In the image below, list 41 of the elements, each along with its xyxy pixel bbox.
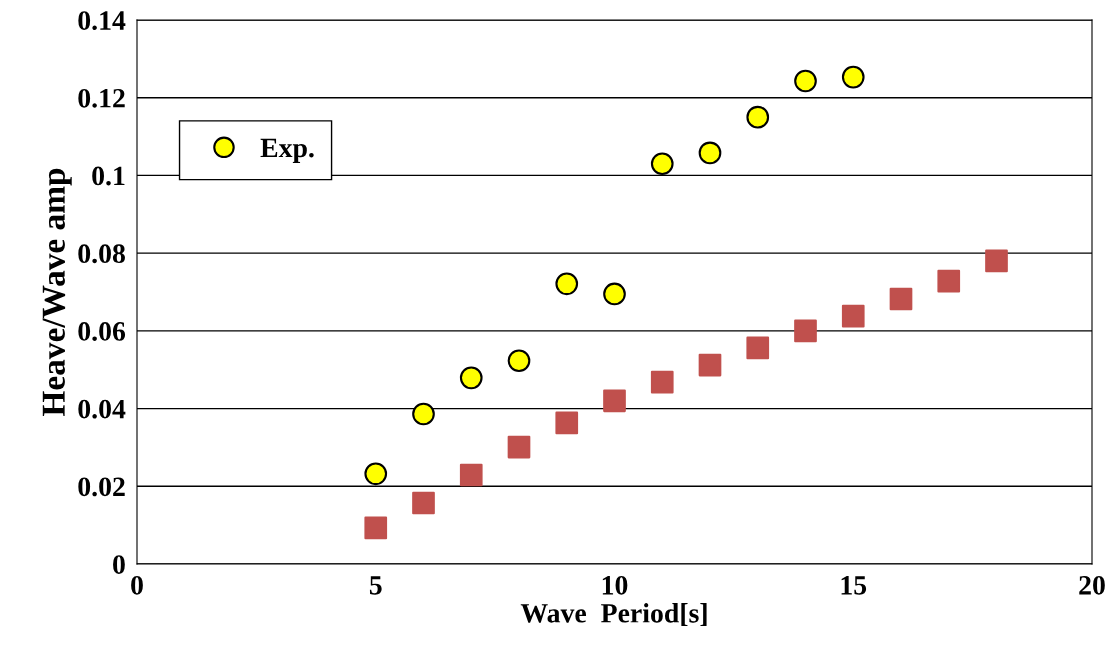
point [794,69,817,93]
x-tick-label: 15 [841,576,867,595]
point [985,249,1008,273]
point [794,319,817,343]
point [555,411,579,435]
x-tick-label: 20 [1079,575,1105,595]
y-tick-label: 0.1 [92,166,125,186]
y-tick-label: 0 [113,555,125,574]
point [507,435,531,459]
x-axis-title: Wave Period[s] [520,603,707,627]
point [746,336,770,360]
y-tick-label: 0.02 [78,477,125,497]
x-tick-label: 0 [131,575,143,595]
y-tick-label: 0.04 [78,399,126,419]
point [412,491,435,515]
point [889,287,913,311]
point [459,463,483,487]
point [507,349,531,373]
y-tick-label: 0.14 [78,11,126,31]
point [364,462,388,486]
point [650,370,674,394]
x-tick-label: 10 [602,575,628,595]
point [698,353,722,377]
y-tick-label: 0.06 [78,322,126,341]
point [746,105,770,129]
point [412,402,435,426]
point [841,304,865,328]
point [555,272,579,296]
point [603,282,626,306]
point [459,366,483,390]
x-tick-label: 5 [369,576,382,595]
y-axis-title: Heave/Wave amp [42,168,72,416]
legend-label: Exp. [260,138,314,163]
point [841,65,865,89]
point [698,141,722,165]
y-tick-label: 0.12 [78,88,125,108]
y-tick-label: 0.08 [78,244,125,264]
point [603,389,626,413]
point [650,152,674,176]
point [364,516,388,540]
point [937,269,961,293]
